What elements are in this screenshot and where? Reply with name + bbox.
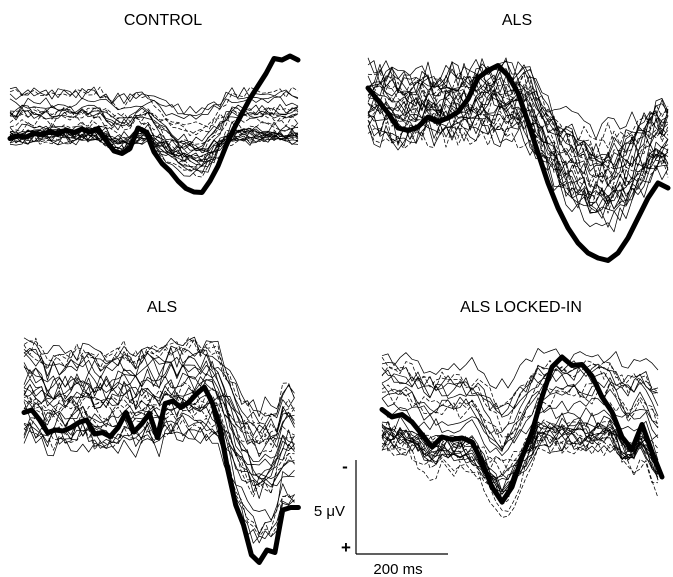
single-trial-trace bbox=[381, 435, 659, 512]
single-trial-trace bbox=[367, 61, 669, 161]
average-erp-line bbox=[7, 53, 301, 195]
positive-polarity-mark: + bbox=[341, 538, 351, 557]
single-trial-traces-als-1 bbox=[367, 57, 669, 233]
single-trial-trace bbox=[367, 113, 669, 221]
panel-title-als-1: ALS bbox=[502, 12, 532, 29]
panel-title-als-2: ALS bbox=[147, 299, 177, 316]
single-trial-trace bbox=[23, 352, 295, 425]
single-trial-trace bbox=[381, 419, 659, 463]
single-trial-trace bbox=[23, 337, 295, 445]
single-trial-trace bbox=[23, 364, 295, 458]
single-trial-trace bbox=[381, 360, 659, 418]
single-trial-trace bbox=[367, 57, 668, 180]
single-trial-trace bbox=[23, 396, 295, 455]
single-trial-trace bbox=[9, 106, 299, 136]
single-trial-trace bbox=[367, 81, 669, 143]
single-trial-trace bbox=[381, 363, 659, 435]
single-trial-trace bbox=[381, 382, 659, 451]
single-trial-trace bbox=[367, 74, 669, 172]
average-trace-als-1 bbox=[365, 63, 671, 263]
single-trial-trace bbox=[23, 360, 295, 487]
single-trial-trace bbox=[381, 383, 659, 450]
single-trial-trace bbox=[367, 60, 669, 158]
single-trial-trace bbox=[23, 415, 295, 544]
single-trial-trace bbox=[23, 381, 295, 438]
single-trial-trace bbox=[381, 421, 659, 476]
single-trial-trace bbox=[23, 369, 295, 477]
single-trial-trace bbox=[9, 115, 299, 145]
single-trial-trace bbox=[367, 73, 669, 166]
panel-als-2: ALS bbox=[21, 299, 301, 565]
panel-title-control: CONTROL bbox=[124, 12, 202, 29]
single-trial-trace bbox=[381, 370, 659, 410]
single-trial-trace bbox=[23, 336, 295, 417]
single-trial-trace bbox=[367, 97, 669, 228]
average-erp-line bbox=[365, 63, 671, 263]
single-trial-trace bbox=[381, 435, 659, 492]
single-trial-trace bbox=[23, 400, 295, 521]
average-trace-als-locked-in bbox=[379, 354, 665, 505]
single-trial-trace bbox=[23, 347, 295, 448]
average-erp-line bbox=[379, 354, 665, 505]
single-trial-trace bbox=[9, 109, 299, 158]
single-trial-trace bbox=[381, 362, 659, 408]
single-trial-trace bbox=[367, 121, 669, 233]
single-trial-trace bbox=[23, 400, 295, 466]
average-erp-line bbox=[21, 384, 301, 565]
single-trial-trace bbox=[9, 121, 299, 167]
single-trial-trace bbox=[381, 381, 659, 448]
single-trial-trace bbox=[381, 356, 659, 432]
time-scale-label: 200 ms bbox=[373, 561, 422, 577]
average-trace-als-2 bbox=[21, 384, 301, 565]
panel-title-als-locked-in: ALS LOCKED-IN bbox=[460, 299, 582, 316]
negative-polarity-mark: - bbox=[342, 457, 348, 476]
single-trial-trace bbox=[9, 126, 299, 154]
panel-als-1: ALS bbox=[365, 12, 671, 263]
single-trial-trace bbox=[23, 400, 295, 495]
single-trial-trace bbox=[367, 91, 669, 219]
average-trace-control bbox=[7, 53, 301, 195]
single-trial-trace bbox=[23, 337, 295, 445]
panel-control: CONTROL bbox=[7, 12, 301, 195]
single-trial-trace bbox=[381, 366, 659, 416]
single-trial-trace bbox=[9, 104, 299, 146]
single-trial-trace bbox=[367, 113, 669, 213]
amplitude-scale-label: 5 μV bbox=[314, 503, 345, 520]
single-trial-trace bbox=[367, 121, 669, 185]
single-trial-trace bbox=[381, 442, 659, 518]
single-trial-trace bbox=[23, 388, 295, 498]
scale-bar: - + 5 μV 200 ms bbox=[314, 457, 448, 577]
single-trial-trace bbox=[367, 72, 669, 180]
single-trial-trace bbox=[23, 379, 295, 436]
single-trial-trace bbox=[9, 86, 299, 137]
single-trial-trace bbox=[9, 106, 299, 128]
single-trial-trace bbox=[381, 427, 659, 505]
single-trial-trace bbox=[9, 107, 299, 151]
single-trial-trace bbox=[9, 125, 299, 163]
single-trial-trace bbox=[381, 348, 659, 389]
single-trial-traces-als-2 bbox=[23, 336, 295, 544]
single-trial-trace bbox=[23, 423, 295, 544]
single-trial-trace bbox=[23, 387, 295, 440]
single-trial-trace bbox=[367, 112, 669, 214]
single-trial-trace bbox=[381, 404, 659, 456]
single-trial-trace bbox=[367, 100, 669, 214]
panel-als-locked-in: ALS LOCKED-IN bbox=[379, 299, 665, 518]
single-trial-trace bbox=[381, 390, 659, 438]
